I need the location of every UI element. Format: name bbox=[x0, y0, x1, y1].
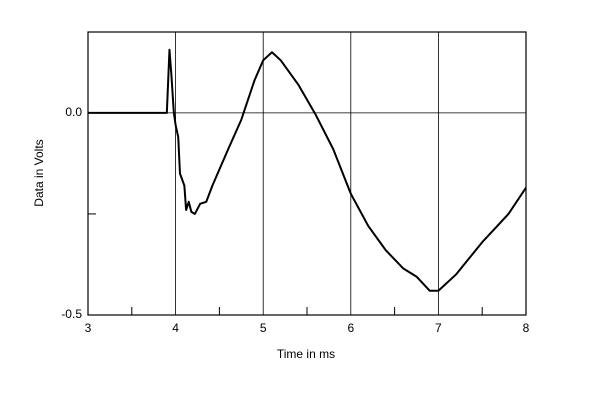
x-tick-label: 8 bbox=[523, 321, 530, 335]
y-tick-label: 0.0 bbox=[65, 105, 82, 119]
x-tick-label: 7 bbox=[435, 321, 442, 335]
x-tick-label: 5 bbox=[260, 321, 267, 335]
y-axis-label: Data in Volts bbox=[32, 139, 46, 206]
x-tick-label: 4 bbox=[172, 321, 179, 335]
x-axis-label: Time in ms bbox=[277, 347, 335, 361]
x-tick-label: 6 bbox=[347, 321, 354, 335]
line bbox=[88, 48, 527, 292]
y-tick-label: -0.5 bbox=[61, 307, 82, 321]
x-tick-label: 3 bbox=[85, 321, 92, 335]
plot-frame bbox=[87, 31, 527, 316]
